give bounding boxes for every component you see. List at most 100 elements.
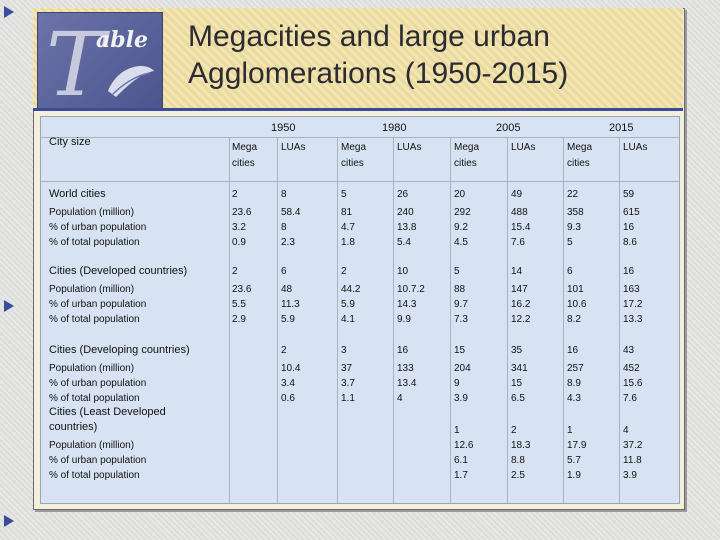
metric-cell: 7.6 <box>623 393 637 404</box>
column-divider <box>619 137 620 503</box>
metric-cell: 8.8 <box>511 455 525 466</box>
metric-cell: 1.9 <box>567 470 581 481</box>
column-divider <box>229 137 230 503</box>
metric-label: % of total population <box>49 237 140 248</box>
metric-cell: 11.8 <box>623 455 642 466</box>
metric-cell: 17.2 <box>623 299 643 310</box>
year-header: 2015 <box>609 122 634 134</box>
column-divider <box>450 137 451 503</box>
metric-cell: 37 <box>341 363 353 374</box>
metric-cell: 5.5 <box>232 299 246 310</box>
count-cell: 2 <box>232 266 238 277</box>
metric-cell: 204 <box>454 363 471 374</box>
metric-cell: 88 <box>454 284 466 295</box>
metric-cell: 44.2 <box>341 284 361 295</box>
count-cell: 20 <box>454 189 466 200</box>
metric-cell: 5.9 <box>281 314 295 325</box>
metric-label: Population (million) <box>49 284 135 295</box>
metric-cell: 23.6 <box>232 284 252 295</box>
metric-cell: 10.4 <box>281 363 301 374</box>
metric-cell: 18.3 <box>511 440 531 451</box>
metric-cell: 5.9 <box>341 299 355 310</box>
metric-cell: 7.6 <box>511 237 525 248</box>
metric-cell: 5 <box>567 237 573 248</box>
metric-cell: 9.2 <box>454 222 468 233</box>
metric-cell: 452 <box>623 363 640 374</box>
metric-cell: 292 <box>454 207 471 218</box>
count-cell: 2 <box>511 425 517 436</box>
metric-cell: 8 <box>281 222 287 233</box>
metric-cell: 13.4 <box>397 378 417 389</box>
bullet-icon <box>4 6 14 18</box>
metric-cell: 15 <box>511 378 523 389</box>
metric-cell: 6.5 <box>511 393 525 404</box>
year-header: 1950 <box>271 122 296 134</box>
sub-header: Mega cities <box>454 142 480 169</box>
logo-word: able <box>96 27 148 53</box>
metric-cell: 6.1 <box>454 455 468 466</box>
group-label: World cities <box>49 188 106 200</box>
metric-cell: 2.9 <box>232 314 246 325</box>
count-cell: 14 <box>511 266 523 277</box>
metric-cell: 10.7.2 <box>397 284 425 295</box>
metric-cell: 81 <box>341 207 353 218</box>
city-size-header: City size <box>49 136 91 148</box>
metric-cell: 3.9 <box>454 393 468 404</box>
year-header: 1980 <box>382 122 407 134</box>
column-divider <box>507 137 508 503</box>
metric-cell: 17.9 <box>567 440 587 451</box>
column-divider <box>393 137 394 503</box>
metric-cell: 163 <box>623 284 640 295</box>
metric-cell: 23.6 <box>232 207 252 218</box>
metric-label: % of urban population <box>49 455 147 466</box>
title-underline <box>33 108 683 111</box>
logo-t-icon: T <box>46 13 154 109</box>
sub-header: Mega cities <box>567 142 593 169</box>
metric-cell: 2.5 <box>511 470 525 481</box>
count-cell: 8 <box>281 189 287 200</box>
metric-cell: 3.2 <box>232 222 246 233</box>
metric-cell: 4.1 <box>341 314 355 325</box>
metric-cell: 133 <box>397 363 414 374</box>
count-cell: 26 <box>397 189 409 200</box>
metric-cell: 240 <box>397 207 414 218</box>
metric-cell: 0.9 <box>232 237 246 248</box>
metric-cell: 16 <box>623 222 635 233</box>
group-label: Cities (Developed countries) <box>49 265 188 277</box>
sub-header: LUAs <box>511 142 536 153</box>
metric-cell: 4 <box>397 393 403 404</box>
sub-header: LUAs <box>397 142 422 153</box>
metric-cell: 615 <box>623 207 640 218</box>
metric-label: Population (million) <box>49 363 135 374</box>
count-cell: 6 <box>567 266 573 277</box>
count-cell: 6 <box>281 266 287 277</box>
count-cell: 59 <box>623 189 635 200</box>
count-cell: 16 <box>567 345 579 356</box>
metric-cell: 10.6 <box>567 299 587 310</box>
year-header: 2005 <box>496 122 521 134</box>
metric-cell: 12.2 <box>511 314 531 325</box>
metric-cell: 0.6 <box>281 393 295 404</box>
count-cell: 5 <box>454 266 460 277</box>
metric-cell: 3.9 <box>623 470 637 481</box>
table-logo: T able <box>37 12 163 110</box>
count-cell: 16 <box>623 266 635 277</box>
count-cell: 43 <box>623 345 635 356</box>
metric-cell: 4.7 <box>341 222 355 233</box>
metric-label: % of urban population <box>49 378 147 389</box>
column-divider <box>277 137 278 503</box>
metric-cell: 58.4 <box>281 207 301 218</box>
metric-cell: 4.5 <box>454 237 468 248</box>
metric-cell: 3.4 <box>281 378 295 389</box>
metric-cell: 101 <box>567 284 584 295</box>
count-cell: 2 <box>341 266 347 277</box>
metric-cell: 4.3 <box>567 393 581 404</box>
sub-header: LUAs <box>623 142 648 153</box>
metric-label: Population (million) <box>49 440 135 451</box>
metric-label: % of urban population <box>49 222 147 233</box>
row-divider <box>41 137 679 138</box>
metric-cell: 9 <box>454 378 460 389</box>
metric-cell: 1.7 <box>454 470 468 481</box>
svg-text:T: T <box>46 13 111 109</box>
metric-cell: 13.8 <box>397 222 417 233</box>
